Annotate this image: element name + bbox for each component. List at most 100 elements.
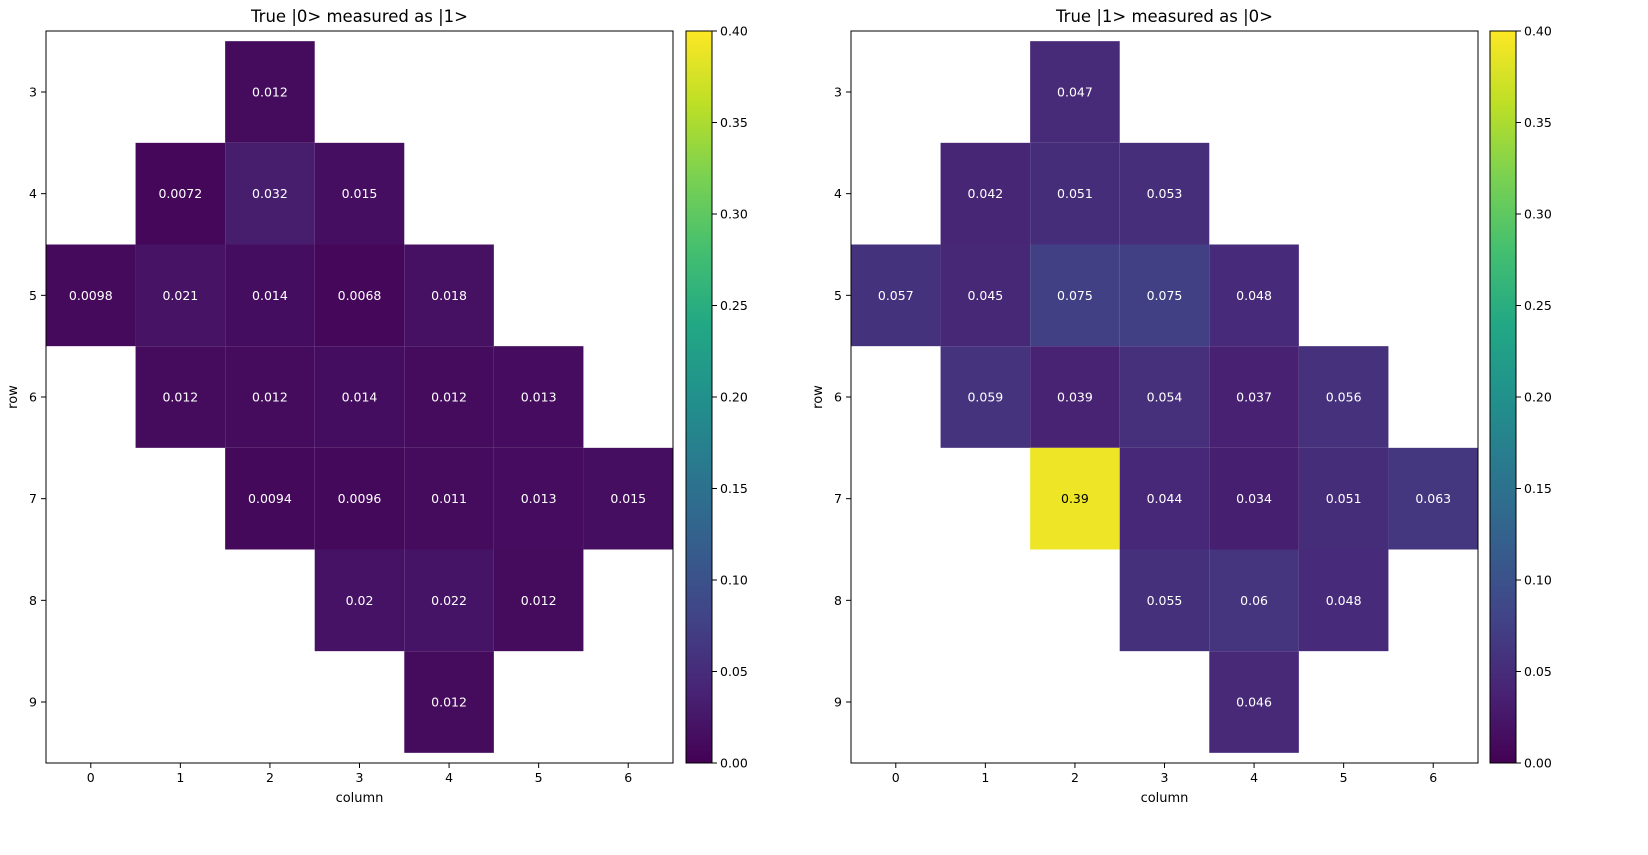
cell-value-label: 0.39 <box>1061 491 1089 506</box>
cell-value-label: 0.0068 <box>338 288 382 303</box>
cell-value-label: 0.047 <box>1057 85 1093 100</box>
heatmap-cell <box>404 447 494 550</box>
x-tick-label: 1 <box>981 770 989 785</box>
cell-value-label: 0.012 <box>521 593 557 608</box>
y-tick-label: 4 <box>29 186 37 201</box>
heatmap-cell <box>404 549 494 652</box>
heatmap-cell <box>1119 346 1210 448</box>
cell-value-label: 0.045 <box>967 288 1003 303</box>
x-tick-label: 5 <box>1340 770 1348 785</box>
heatmap-cell <box>1030 142 1120 245</box>
heatmap-cell <box>404 651 494 753</box>
heatmap-cell <box>1209 651 1299 753</box>
y-tick-label: 6 <box>29 390 37 405</box>
heatmap-cell <box>493 346 584 448</box>
heatmap-cell <box>1119 447 1210 550</box>
cell-value-label: 0.021 <box>162 288 198 303</box>
cell-value-label: 0.053 <box>1147 186 1183 201</box>
cell-value-label: 0.054 <box>1147 390 1183 405</box>
x-tick-label: 3 <box>356 770 364 785</box>
cell-value-label: 0.037 <box>1236 390 1272 405</box>
heatmap-cell <box>1298 549 1389 652</box>
heatmap-cell <box>135 142 226 245</box>
colorbar-tick-label: 0.20 <box>1524 390 1552 405</box>
cell-value-label: 0.015 <box>610 491 646 506</box>
cell-value-label: 0.048 <box>1236 288 1272 303</box>
cell-value-label: 0.02 <box>346 593 374 608</box>
heatmap-cell <box>851 244 941 347</box>
cell-value-label: 0.048 <box>1326 593 1362 608</box>
heatmap-cell <box>1030 244 1120 347</box>
cell-value-label: 0.012 <box>431 390 467 405</box>
heatmap-cell <box>1030 41 1120 143</box>
cell-value-label: 0.034 <box>1236 491 1272 506</box>
cell-value-label: 0.055 <box>1147 593 1183 608</box>
cell-value-label: 0.051 <box>1326 491 1362 506</box>
x-tick-label: 4 <box>1250 770 1258 785</box>
colorbar-tick-label: 0.05 <box>1524 664 1552 679</box>
cell-value-label: 0.075 <box>1147 288 1183 303</box>
heatmap-cell <box>1119 244 1210 347</box>
heatmap-cell <box>225 142 315 245</box>
x-axis-label: column <box>336 791 384 806</box>
cell-value-label: 0.0072 <box>158 186 202 201</box>
cell-value-label: 0.0094 <box>248 491 292 506</box>
colorbar-tick-label: 0.20 <box>720 390 748 405</box>
y-tick-label: 7 <box>834 491 842 506</box>
x-tick-label: 6 <box>624 770 632 785</box>
colorbar-tick-label: 0.10 <box>720 573 748 588</box>
cell-value-label: 0.012 <box>431 695 467 710</box>
x-tick-label: 4 <box>445 770 453 785</box>
colorbar-tick-label: 0.00 <box>720 756 748 771</box>
chart-title: True |1> measured as |0> <box>1055 7 1273 26</box>
heatmap-cell <box>314 346 405 448</box>
cell-value-label: 0.075 <box>1057 288 1093 303</box>
x-tick-label: 1 <box>176 770 184 785</box>
heatmap-cell <box>225 41 315 143</box>
cell-value-label: 0.0096 <box>338 491 382 506</box>
heatmap-cell <box>940 142 1031 245</box>
heatmap-cell <box>135 244 226 347</box>
heatmap-cell <box>1209 447 1299 550</box>
y-tick-label: 5 <box>29 288 37 303</box>
x-tick-label: 3 <box>1161 770 1169 785</box>
cell-value-label: 0.032 <box>252 186 288 201</box>
heatmap-cell <box>225 346 315 448</box>
heatmap-cell <box>314 549 405 652</box>
heatmap-cell <box>1298 447 1389 550</box>
cell-value-label: 0.012 <box>252 85 288 100</box>
heatmap-cell <box>1119 142 1210 245</box>
cell-value-label: 0.013 <box>521 390 557 405</box>
cell-value-label: 0.051 <box>1057 186 1093 201</box>
y-tick-label: 9 <box>834 695 842 710</box>
x-tick-label: 0 <box>892 770 900 785</box>
colorbar-tick-label: 0.30 <box>1524 207 1552 222</box>
y-tick-label: 8 <box>834 593 842 608</box>
colorbar-tick-label: 0.15 <box>720 481 748 496</box>
heatmap-cell <box>1030 346 1120 448</box>
y-tick-label: 7 <box>29 491 37 506</box>
cell-value-label: 0.012 <box>252 390 288 405</box>
cell-value-label: 0.014 <box>342 390 378 405</box>
y-axis-label: row <box>6 385 21 409</box>
x-tick-label: 6 <box>1429 770 1437 785</box>
colorbar-tick-label: 0.00 <box>1524 756 1552 771</box>
cell-value-label: 0.012 <box>162 390 198 405</box>
x-axis-label: column <box>1141 791 1189 806</box>
cell-value-label: 0.059 <box>967 390 1003 405</box>
heatmap-cell <box>135 346 226 448</box>
cell-value-label: 0.06 <box>1240 593 1268 608</box>
heatmap-cell <box>404 346 494 448</box>
heatmap-cell <box>940 244 1031 347</box>
colorbar-tick-label: 0.15 <box>1524 481 1552 496</box>
cell-value-label: 0.015 <box>342 186 378 201</box>
colorbar-tick-label: 0.25 <box>720 298 748 313</box>
cell-value-label: 0.042 <box>967 186 1003 201</box>
colorbar-tick-label: 0.10 <box>1524 573 1552 588</box>
cell-value-label: 0.011 <box>431 491 467 506</box>
cell-value-label: 0.018 <box>431 288 467 303</box>
cell-value-label: 0.0098 <box>69 288 113 303</box>
cell-value-label: 0.014 <box>252 288 288 303</box>
